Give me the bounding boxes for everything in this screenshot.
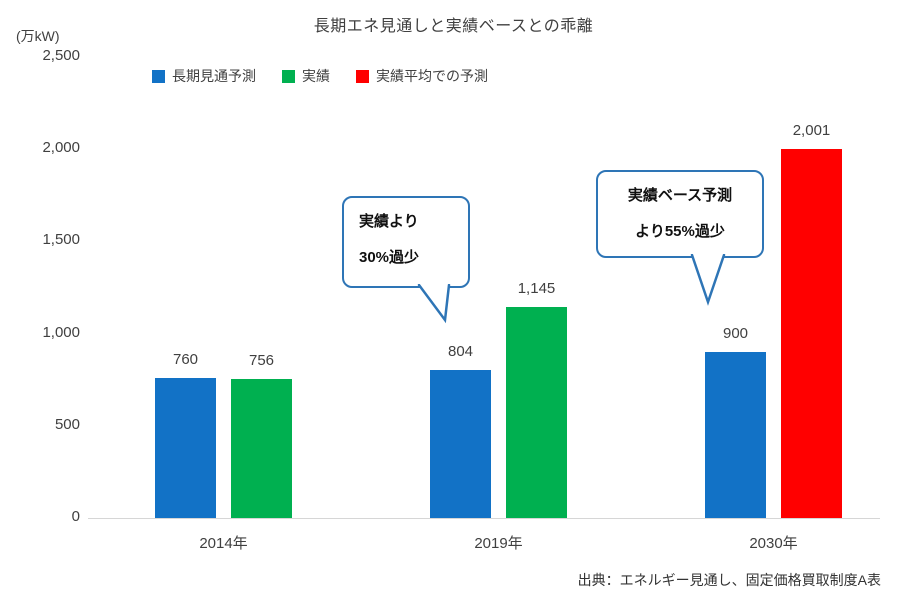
annotation-bubble: 実績より 30%過少 [342,196,470,288]
chart-title: 長期エネ見通しと実績ベースとの乖離 [313,18,594,35]
bar [506,306,567,518]
y-axis-tick-label: 1,000 [42,323,80,341]
bar [155,377,216,518]
legend-swatch-icon [356,69,369,83]
bar-value-label: 760 [172,350,199,368]
legend-item-label: 長期見通予測 [172,68,256,84]
x-axis-category-label: 2019年 [474,535,523,552]
bar-value-label: 900 [722,325,749,343]
legend-item-label: 実績 [302,68,330,84]
bar [705,352,766,518]
annotation-line: より55%過少 [635,223,725,240]
annotation-line: 実績より [359,213,419,230]
legend-item: 実績 [282,66,330,86]
bar [430,369,491,518]
annotation-line: 実績ベース予測 [627,187,733,204]
x-axis-category-label: 2014年 [199,535,248,552]
annotation-tail-icon [405,283,465,324]
y-axis-tick-label: 0 [71,508,80,525]
y-axis-tick-label: 2,500 [42,47,80,64]
y-axis-tick-label: 1,500 [42,231,80,249]
bar [231,378,292,518]
x-axis-line [88,518,880,519]
source-note: 出典：エネルギー見通し、固定価格買取制度A表 [577,572,881,588]
bar [781,149,842,518]
annotation-line: 30%過少 [359,249,420,266]
legend-item: 実績平均での予測 [356,66,488,86]
legend-item-label: 実績平均での予測 [376,68,488,84]
y-axis-tick-label: 2,000 [42,139,80,157]
x-axis-category-label: 2030年 [749,535,798,552]
bar-value-label: 804 [447,342,474,360]
bar-value-label: 1,145 [517,279,556,297]
annotation-tail-icon [676,253,736,306]
legend: 長期見通予測 実績 実績平均での予測 [152,66,488,86]
legend-item: 長期見通予測 [152,66,256,86]
legend-swatch-icon [282,69,295,83]
bar-value-label: 756 [248,351,275,369]
y-axis-tick-label: 500 [54,415,80,433]
y-axis-unit-label: (万kW) [16,28,60,44]
bar-value-label: 2,001 [792,122,831,139]
legend-swatch-icon [152,69,165,83]
annotation-bubble: 実績ベース予測 より55%過少 [596,170,764,258]
